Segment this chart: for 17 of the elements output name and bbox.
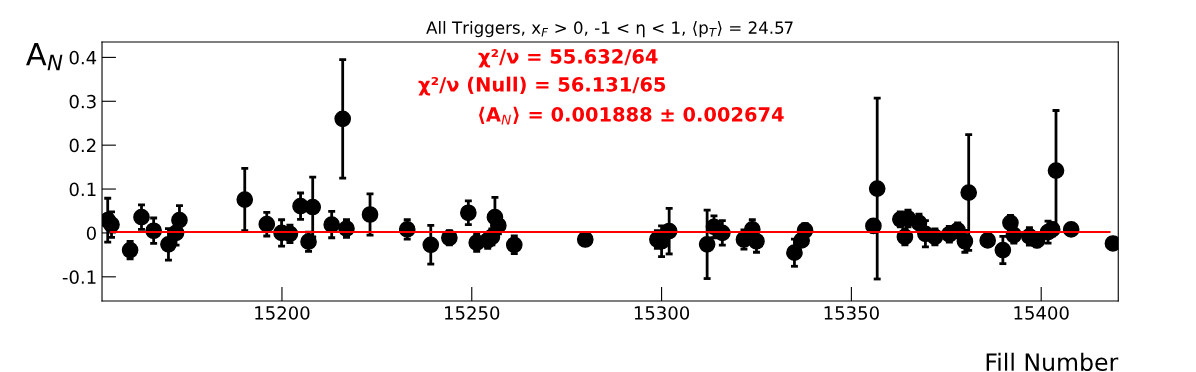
y-tick-label: 0.3	[69, 94, 96, 109]
x-tick-label: 15350	[824, 306, 879, 320]
y-tick-label: 0.1	[69, 182, 96, 197]
annotation: χ²/ν (Null) = 56.131/65	[418, 76, 666, 96]
x-tick-label: 15250	[445, 306, 500, 320]
y-tick-label: 0.2	[69, 138, 96, 153]
chart-title: All Triggers, x$_{F}$ > 0, -1 < η < 1, ⟨p$_{T}$⟩ = 24.57	[426, 21, 793, 38]
annotation: ⟨A$_{N}$⟩ = 0.001888 ± 0.002674	[479, 106, 784, 125]
x-tick-label: 15200	[255, 306, 310, 320]
y-tick-label: -0.1	[62, 270, 96, 284]
x-tick-label: 15300	[634, 306, 690, 320]
x-axis-title: Fill Number	[986, 352, 1119, 372]
y-tick-label: 0	[86, 226, 96, 241]
y-axis-title: A$_{N}$	[26, 42, 63, 71]
y-tick-label: 0.4	[69, 50, 97, 65]
x-tick-label: 15400	[1014, 306, 1069, 320]
annotation: χ²/ν = 55.632/64	[478, 49, 658, 68]
